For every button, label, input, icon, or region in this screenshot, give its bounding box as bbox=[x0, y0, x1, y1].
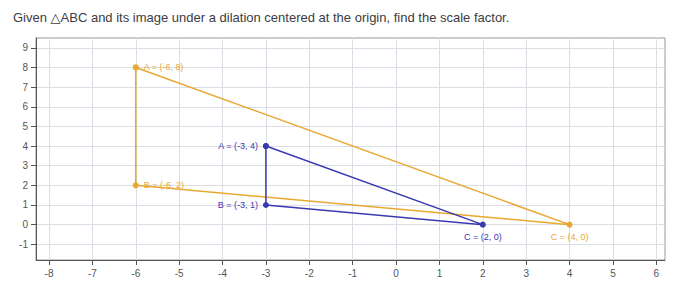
svg-text:1: 1 bbox=[22, 199, 28, 210]
svg-text:2: 2 bbox=[480, 268, 486, 279]
svg-text:C = (2, 0): C = (2, 0) bbox=[464, 232, 502, 242]
svg-text:-1: -1 bbox=[19, 239, 28, 250]
svg-text:0: 0 bbox=[393, 268, 399, 279]
svg-text:-3: -3 bbox=[261, 268, 270, 279]
svg-text:9: 9 bbox=[22, 42, 28, 53]
svg-text:-1: -1 bbox=[348, 268, 357, 279]
svg-text:6: 6 bbox=[22, 101, 28, 112]
svg-text:3: 3 bbox=[22, 160, 28, 171]
svg-text:4: 4 bbox=[567, 268, 573, 279]
svg-text:A = (-3, 4): A = (-3, 4) bbox=[218, 141, 258, 151]
svg-text:B = (-3, 1): B = (-3, 1) bbox=[218, 200, 258, 210]
svg-text:5: 5 bbox=[22, 121, 28, 132]
svg-text:A = (-6, 8): A = (-6, 8) bbox=[144, 62, 184, 72]
svg-text:5: 5 bbox=[610, 268, 616, 279]
svg-text:3: 3 bbox=[523, 268, 529, 279]
svg-text:1: 1 bbox=[437, 268, 443, 279]
svg-text:-2: -2 bbox=[305, 268, 314, 279]
svg-text:Given △ABC and its image under: Given △ABC and its image under a dilatio… bbox=[13, 10, 509, 25]
svg-text:2: 2 bbox=[22, 180, 28, 191]
svg-text:-7: -7 bbox=[88, 268, 97, 279]
svg-text:7: 7 bbox=[22, 82, 28, 93]
svg-text:-6: -6 bbox=[131, 268, 140, 279]
svg-text:-4: -4 bbox=[218, 268, 227, 279]
svg-text:-5: -5 bbox=[175, 268, 184, 279]
svg-text:C = (4, 0): C = (4, 0) bbox=[551, 232, 589, 242]
svg-text:4: 4 bbox=[22, 141, 28, 152]
svg-text:6: 6 bbox=[654, 268, 660, 279]
svg-text:0: 0 bbox=[22, 219, 28, 230]
svg-text:8: 8 bbox=[22, 62, 28, 73]
svg-text:B = (-6, 2): B = (-6, 2) bbox=[144, 180, 184, 190]
svg-text:-8: -8 bbox=[45, 268, 54, 279]
